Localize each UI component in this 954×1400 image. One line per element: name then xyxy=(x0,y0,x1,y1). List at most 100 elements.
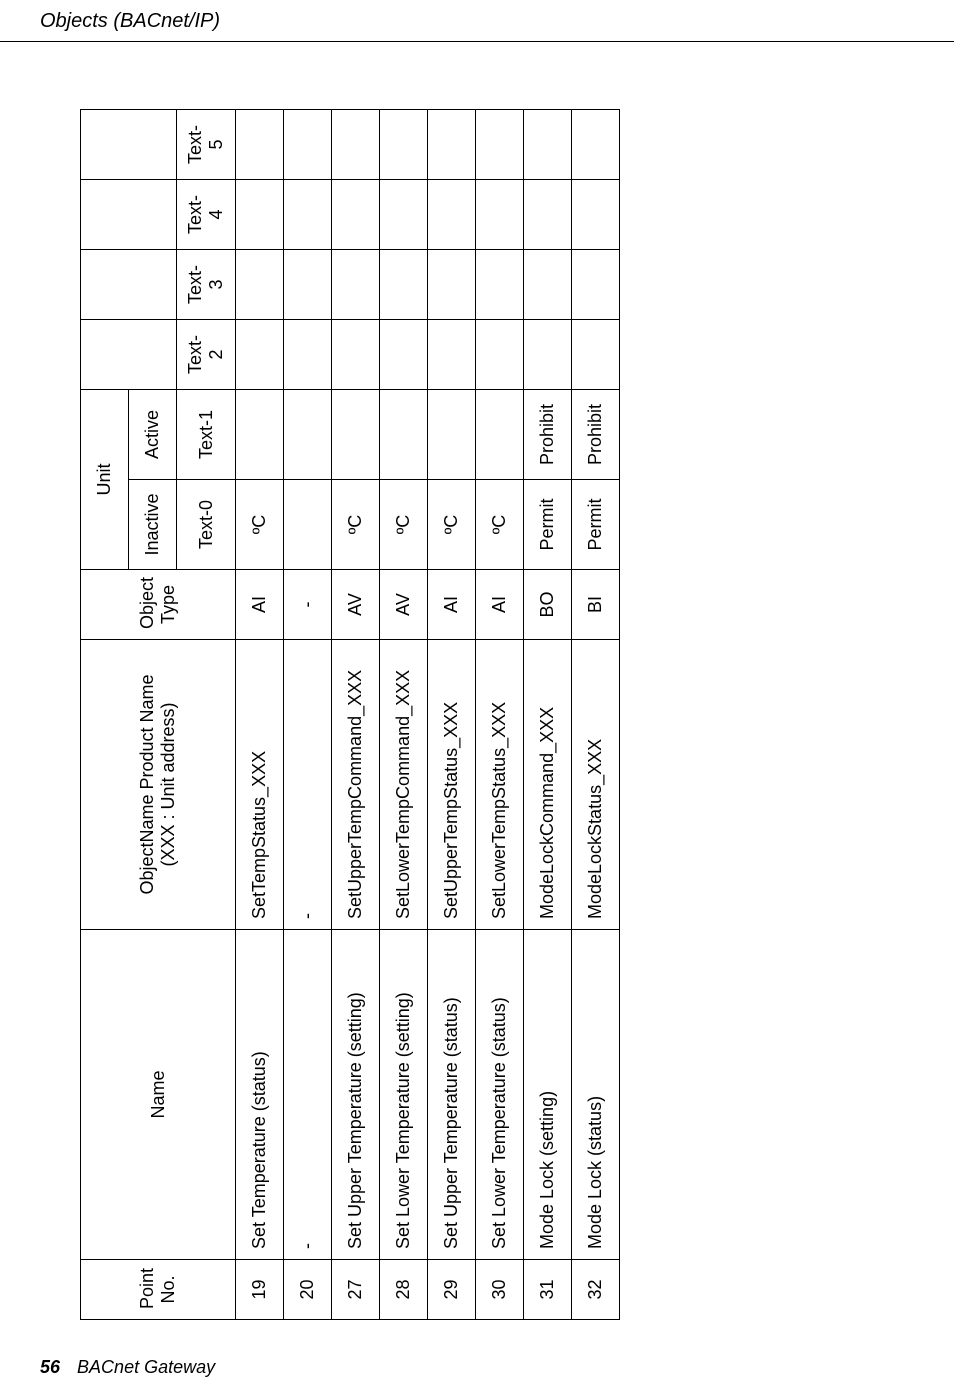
cell-text1 xyxy=(380,390,428,480)
cell-object-type: BI xyxy=(572,570,620,640)
cell-text1 xyxy=(284,390,332,480)
cell-object-type: BO xyxy=(524,570,572,640)
cell-text5 xyxy=(572,110,620,180)
cell-object-type: AI xyxy=(428,570,476,640)
cell-text0: ºC xyxy=(476,480,524,570)
cell-text2 xyxy=(476,320,524,390)
cell-text5 xyxy=(476,110,524,180)
cell-text3 xyxy=(236,250,284,320)
cell-object-name: - xyxy=(284,640,332,930)
cell-text4 xyxy=(476,180,524,250)
cell-text1 xyxy=(332,390,380,480)
cell-object-type: AV xyxy=(332,570,380,640)
cell-name: Set Upper Temperature (setting) xyxy=(332,930,380,1260)
cell-point-no: 19 xyxy=(236,1260,284,1320)
cell-object-name: SetTempStatus_XXX xyxy=(236,640,284,930)
table-row: 30Set Lower Temperature (status)SetLower… xyxy=(476,110,524,1320)
cell-object-name: ModeLockCommand_XXX xyxy=(524,640,572,930)
cell-text4 xyxy=(524,180,572,250)
th-name: Name xyxy=(81,930,236,1260)
objects-table: PointNo. Name ObjectName Product Name(XX… xyxy=(80,109,620,1320)
section-title: Objects (BACnet/IP) xyxy=(40,10,220,32)
cell-text2 xyxy=(236,320,284,390)
cell-text5 xyxy=(524,110,572,180)
cell-text0: Permit xyxy=(572,480,620,570)
th-text0: Text-0 xyxy=(177,480,236,570)
cell-text4 xyxy=(428,180,476,250)
cell-object-type: AI xyxy=(476,570,524,640)
th-inactive: Inactive xyxy=(129,480,177,570)
table-container: PointNo. Name ObjectName Product Name(XX… xyxy=(80,120,760,1320)
table-row: 29Set Upper Temperature (status)SetUpper… xyxy=(428,110,476,1320)
cell-text4 xyxy=(284,180,332,250)
cell-text3 xyxy=(572,250,620,320)
th-text5: Text-5 xyxy=(177,110,236,180)
th-active: Active xyxy=(129,390,177,480)
th-text1: Text-1 xyxy=(177,390,236,480)
cell-text4 xyxy=(332,180,380,250)
cell-text1: Prohibit xyxy=(524,390,572,480)
cell-text0: ºC xyxy=(428,480,476,570)
cell-text3 xyxy=(284,250,332,320)
cell-object-name: ModeLockStatus_XXX xyxy=(572,640,620,930)
cell-text5 xyxy=(332,110,380,180)
cell-text3 xyxy=(428,250,476,320)
table-body: 19Set Temperature (status)SetTempStatus_… xyxy=(236,110,620,1320)
cell-text3 xyxy=(524,250,572,320)
cell-text3 xyxy=(380,250,428,320)
table-row: 32Mode Lock (status)ModeLockStatus_XXXBI… xyxy=(572,110,620,1320)
cell-text2 xyxy=(572,320,620,390)
cell-object-name: SetLowerTempStatus_XXX xyxy=(476,640,524,930)
cell-name: - xyxy=(284,930,332,1260)
cell-text4 xyxy=(572,180,620,250)
table-row: 27Set Upper Temperature (setting)SetUppe… xyxy=(332,110,380,1320)
th-unit: Unit xyxy=(81,390,129,570)
table-row: 28Set Lower Temperature (setting)SetLowe… xyxy=(380,110,428,1320)
page-header: Objects (BACnet/IP) xyxy=(0,0,954,42)
cell-text5 xyxy=(428,110,476,180)
cell-object-type: - xyxy=(284,570,332,640)
cell-object-name: SetUpperTempStatus_XXX xyxy=(428,640,476,930)
cell-name: Set Temperature (status) xyxy=(236,930,284,1260)
cell-name: Mode Lock (setting) xyxy=(524,930,572,1260)
page: Objects (BACnet/IP) PointNo. Name Obje xyxy=(0,0,954,1400)
cell-name: Set Lower Temperature (setting) xyxy=(380,930,428,1260)
th-object-type: ObjectType xyxy=(81,570,236,640)
cell-point-no: 29 xyxy=(428,1260,476,1320)
cell-text1 xyxy=(428,390,476,480)
cell-name: Set Upper Temperature (status) xyxy=(428,930,476,1260)
cell-text2 xyxy=(332,320,380,390)
cell-text4 xyxy=(380,180,428,250)
cell-text3 xyxy=(476,250,524,320)
th-text2: Text-2 xyxy=(177,320,236,390)
cell-point-no: 31 xyxy=(524,1260,572,1320)
th-point-no: PointNo. xyxy=(81,1260,236,1320)
page-number: 56 xyxy=(40,1357,60,1377)
table-row: 20--- xyxy=(284,110,332,1320)
page-footer: 56 BACnet Gateway xyxy=(40,1357,215,1378)
cell-text2 xyxy=(524,320,572,390)
cell-text0 xyxy=(284,480,332,570)
cell-text4 xyxy=(236,180,284,250)
table-row: 31Mode Lock (setting)ModeLockCommand_XXX… xyxy=(524,110,572,1320)
cell-text0: ºC xyxy=(236,480,284,570)
cell-text1: Prohibit xyxy=(572,390,620,480)
cell-point-no: 27 xyxy=(332,1260,380,1320)
cell-point-no: 28 xyxy=(380,1260,428,1320)
cell-text5 xyxy=(284,110,332,180)
th-object-name: ObjectName Product Name(XXX : Unit addre… xyxy=(81,640,236,930)
cell-text2 xyxy=(428,320,476,390)
cell-point-no: 32 xyxy=(572,1260,620,1320)
cell-text0: ºC xyxy=(332,480,380,570)
th-text4: Text-4 xyxy=(177,180,236,250)
cell-text0: Permit xyxy=(524,480,572,570)
cell-point-no: 20 xyxy=(284,1260,332,1320)
cell-text2 xyxy=(380,320,428,390)
cell-text5 xyxy=(236,110,284,180)
cell-object-name: SetUpperTempCommand_XXX xyxy=(332,640,380,930)
cell-point-no: 30 xyxy=(476,1260,524,1320)
cell-text3 xyxy=(332,250,380,320)
th-text3: Text-3 xyxy=(177,250,236,320)
cell-text1 xyxy=(236,390,284,480)
book-title: BACnet Gateway xyxy=(77,1357,215,1377)
